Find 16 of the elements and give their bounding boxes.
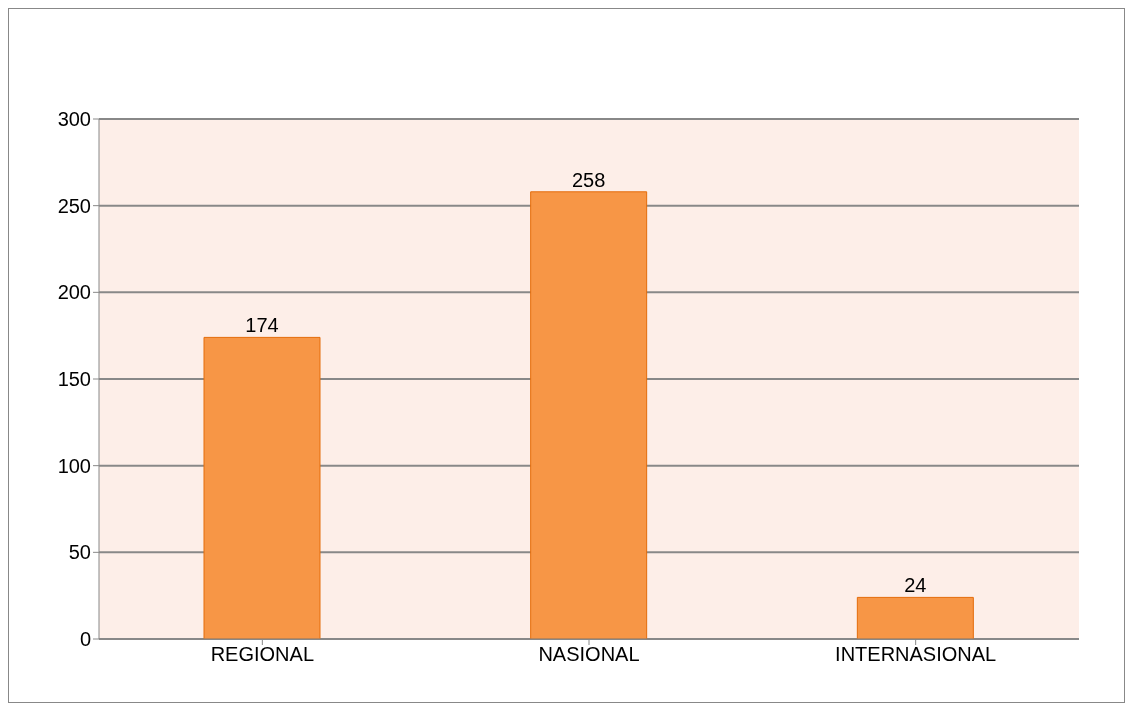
y-tick-label: 100 <box>57 454 91 477</box>
data-label: 24 <box>904 574 927 597</box>
x-tick-label: REGIONAL <box>210 643 315 666</box>
data-label: 174 <box>245 314 279 337</box>
y-tick-label: 150 <box>57 368 91 391</box>
y-tick-label: 250 <box>57 194 91 217</box>
bar <box>856 596 974 639</box>
bar <box>203 336 321 639</box>
y-tick-label: 0 <box>79 628 91 651</box>
y-tick-label: 200 <box>57 281 91 304</box>
bar <box>530 191 648 639</box>
y-tick-label: 50 <box>68 541 91 564</box>
x-tick-label: INTERNASIONAL <box>835 643 997 666</box>
y-tick-label: 300 <box>57 108 91 131</box>
data-label: 258 <box>571 168 606 191</box>
x-tick-label: NASIONAL <box>538 643 640 666</box>
